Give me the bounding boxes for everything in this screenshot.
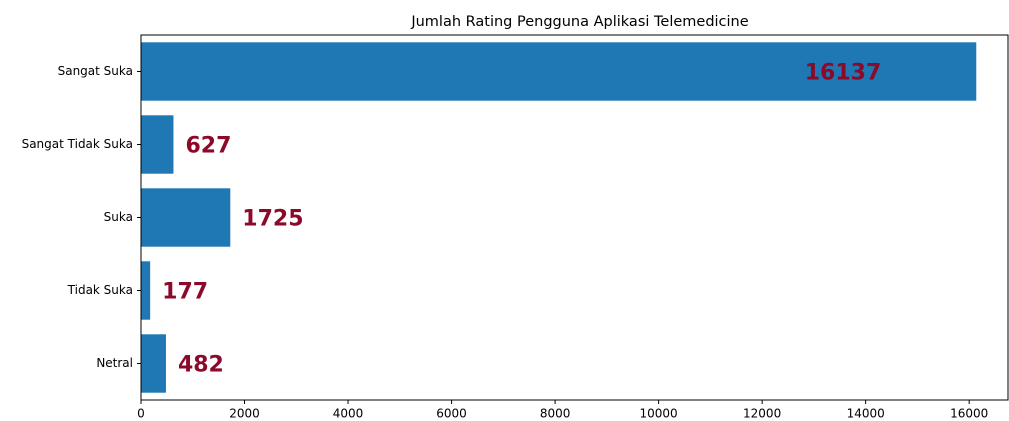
x-tick-label: 4000 (333, 407, 364, 421)
bar (141, 42, 977, 101)
chart-title: Jumlah Rating Pengguna Aplikasi Telemedi… (410, 14, 748, 30)
bar (141, 261, 151, 320)
x-tick-label: 0 (137, 407, 145, 421)
value-label: 1725 (242, 207, 303, 232)
x-tick-label: 8000 (540, 407, 571, 421)
y-tick-label: Suka (104, 210, 133, 224)
y-tick-label: Sangat Tidak Suka (22, 137, 133, 151)
bar (141, 115, 174, 174)
bar (141, 188, 231, 247)
y-tick-label: Sangat Suka (58, 64, 133, 78)
x-tick-label: 10000 (640, 407, 678, 421)
value-label: 16137 (805, 61, 882, 86)
y-tick-label: Tidak Suka (67, 283, 133, 297)
bar (141, 334, 166, 393)
value-label: 177 (162, 280, 208, 305)
x-tick-label: 14000 (847, 407, 885, 421)
x-tick-label: 6000 (436, 407, 467, 421)
plot-frame (140, 34, 1009, 401)
value-label: 482 (178, 353, 224, 378)
value-label: 627 (185, 134, 231, 159)
x-tick-label: 2000 (229, 407, 260, 421)
y-tick-label: Netral (96, 356, 133, 370)
x-tick-label: 12000 (743, 407, 781, 421)
x-tick-label: 16000 (950, 407, 988, 421)
